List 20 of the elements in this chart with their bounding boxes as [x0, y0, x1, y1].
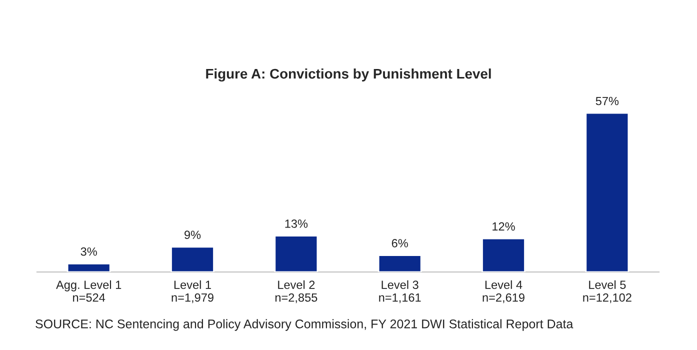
- bar: [585, 112, 630, 272]
- x-tick-label: Level 3 n=1,161: [379, 280, 421, 304]
- x-tick-label: Level 2 n=2,855: [275, 280, 318, 304]
- source-note: SOURCE: NC Sentencing and Policy Advisory Commission, FY 2021 DWI Statistical Report Data: [36, 319, 574, 331]
- data-label: 3%: [80, 247, 97, 256]
- bar: [274, 235, 318, 272]
- data-label: 13%: [285, 220, 308, 228]
- data-label: 6%: [392, 239, 408, 248]
- x-tick-label: Level 5 n=12,102: [583, 280, 632, 304]
- bar: [170, 246, 214, 272]
- x-tick-label: Level 1 n=1,979: [172, 280, 214, 304]
- x-tick-label: Agg. Level 1 n=524: [56, 280, 122, 302]
- chart-title: Figure A: Convictions by Punishment Level: [206, 68, 491, 82]
- bar: [378, 254, 422, 272]
- bar: [482, 238, 526, 272]
- x-tick-label: Level 4 n=2,619: [482, 280, 524, 304]
- data-label: 57%: [596, 96, 619, 106]
- data-label: 12%: [492, 222, 515, 231]
- data-label: 9%: [184, 230, 201, 240]
- bar: [66, 262, 111, 272]
